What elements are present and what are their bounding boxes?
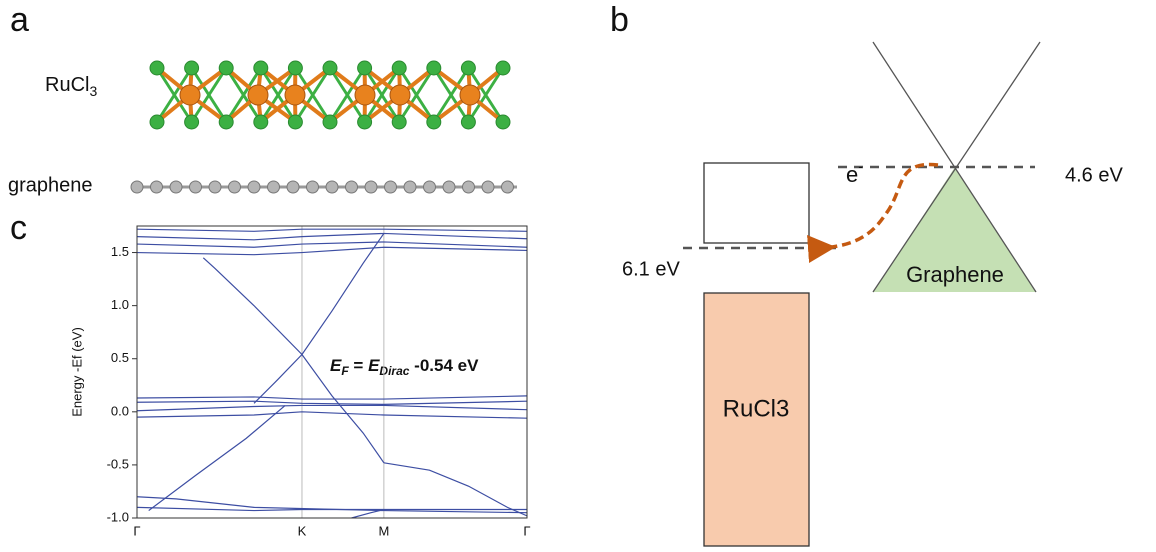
c-atom (404, 181, 416, 193)
band-line (149, 405, 286, 510)
rucl3-text: RuCl3 (723, 395, 790, 422)
y-tick-label: -1.0 (107, 509, 129, 524)
cl-atom (254, 115, 268, 129)
band-line (384, 463, 527, 516)
level-text: 4.6 eV (1065, 164, 1123, 186)
cl-atom (427, 115, 441, 129)
annotation-part: -0.54 eV (409, 356, 479, 375)
cl-atom (219, 61, 233, 75)
cl-atom (150, 61, 164, 75)
cl-atom (358, 61, 372, 75)
cl-atom (427, 61, 441, 75)
panel-label: b (610, 1, 629, 39)
label-text: RuCl (45, 74, 89, 96)
cl-atom (288, 61, 302, 75)
c-atom (131, 181, 143, 193)
band-line (137, 247, 527, 254)
c-atom (248, 181, 260, 193)
cl-atom (254, 61, 268, 75)
x-tick-label: Γ (133, 523, 140, 538)
band-line (137, 497, 527, 513)
band-line (137, 233, 527, 239)
cl-atom (496, 61, 510, 75)
subscript: 3 (89, 83, 97, 99)
band-line (137, 412, 527, 418)
c-atom (151, 181, 163, 193)
band-line (137, 229, 527, 231)
ru-atom (180, 85, 200, 105)
band-line (137, 401, 527, 404)
c-atom (463, 181, 475, 193)
x-tick-label: K (298, 523, 307, 538)
cl-atom (392, 61, 406, 75)
c-atom (502, 181, 514, 193)
c-atom (385, 181, 397, 193)
c-atom (190, 181, 202, 193)
cl-atom (185, 61, 199, 75)
label-text: e (846, 162, 858, 187)
c-atom (443, 181, 455, 193)
y-tick-label: 1.0 (111, 297, 129, 312)
cl-atom (185, 115, 199, 129)
panel-label: c (10, 209, 27, 247)
empty-band (704, 163, 809, 243)
electron-label: e- (846, 158, 863, 187)
annotation-part: E (330, 356, 342, 375)
band-line (137, 242, 527, 247)
c-atom (229, 181, 241, 193)
graphene-text: Graphene (906, 262, 1004, 287)
y-axis-label: Energy -Ef (eV) (69, 327, 84, 417)
panel-label: a (10, 1, 29, 39)
c-atom (170, 181, 182, 193)
annotation: EF = EDirac -0.54 eV (330, 356, 479, 378)
annotation-part: E (368, 356, 380, 375)
cl-atom (288, 115, 302, 129)
annotation-part: = (349, 356, 368, 375)
graphene-label: graphene (8, 174, 93, 196)
c-atom (424, 181, 436, 193)
y-tick-label: 0.0 (111, 403, 129, 418)
x-tick-label: M (378, 523, 389, 538)
c-atom (326, 181, 338, 193)
c-atom (268, 181, 280, 193)
ru-atom (285, 85, 305, 105)
superscript: - (858, 158, 863, 174)
figure: a b c RuCl3 graphene Graphene RuCl3 4.6 … (0, 0, 1156, 552)
rucl3-label: RuCl3 (45, 74, 97, 98)
cl-atom (392, 115, 406, 129)
cl-atom (358, 115, 372, 129)
c-atom (307, 181, 319, 193)
level-text: 6.1 eV (622, 258, 680, 280)
cl-atom (323, 115, 337, 129)
cl-atom (496, 115, 510, 129)
cl-atom (219, 115, 233, 129)
ru-atom (390, 85, 410, 105)
energy-diagram: Graphene RuCl3 4.6 eV 6.1 eV e- (622, 42, 1123, 546)
cl-atom (461, 115, 475, 129)
ru-atom (355, 85, 375, 105)
cl-atom (461, 61, 475, 75)
ru-atom (460, 85, 480, 105)
c-atom (287, 181, 299, 193)
x-tick-label: Γ (523, 523, 530, 538)
ru-atom (248, 85, 268, 105)
y-tick-label: -0.5 (107, 456, 129, 471)
c-atom (365, 181, 377, 193)
c-atom (209, 181, 221, 193)
c-atom (346, 181, 358, 193)
cl-atom (323, 61, 337, 75)
y-tick-label: 1.5 (111, 244, 129, 259)
band-line (137, 405, 527, 410)
atomic-structure (131, 61, 517, 193)
cl-atom (150, 115, 164, 129)
y-tick-label: 0.5 (111, 350, 129, 365)
band-structure: Energy -Ef (eV) EF = EDirac -0.54 eV Γ K M… (69, 226, 530, 538)
c-atom (482, 181, 494, 193)
